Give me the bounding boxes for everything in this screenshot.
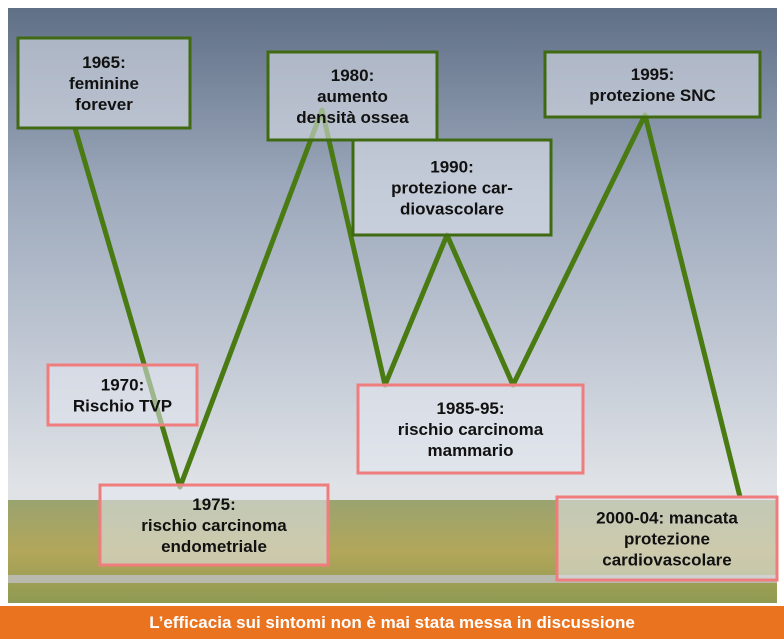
footer-band [0, 606, 784, 639]
box [16, 36, 192, 130]
box-label: mammario [428, 441, 514, 460]
box-label: 1975: [192, 495, 235, 514]
box-label: densità ossea [296, 108, 409, 127]
box-label: 1995: [631, 65, 674, 84]
box-label: 1985-95: [436, 399, 504, 418]
box-label: cardiovascolare [602, 551, 731, 570]
box [543, 50, 762, 119]
box [356, 383, 585, 475]
box [555, 495, 779, 582]
box-label: 1980: [331, 66, 374, 85]
zigzag-line [72, 107, 743, 498]
box-label: endometriale [161, 537, 267, 556]
box-label: 1990: [430, 158, 473, 177]
box-label: diovascolare [400, 200, 504, 219]
box-label: protezione car- [391, 179, 513, 198]
box-label: feminine [69, 74, 139, 93]
road [8, 575, 777, 583]
box [351, 138, 553, 237]
box-label: aumento [317, 87, 388, 106]
box-label: protezione SNC [589, 86, 716, 105]
box-label: forever [75, 95, 133, 114]
box-label: 1965: [82, 53, 125, 72]
box-label: 2000-04: mancata [596, 509, 738, 528]
box-label: rischio carcinoma [398, 420, 544, 439]
box [98, 483, 330, 567]
box [46, 363, 199, 427]
box-label: rischio carcinoma [141, 516, 287, 535]
box-label: 1970: [101, 376, 144, 395]
footer-text: L’efficacia sui sintomi non è mai stata … [149, 613, 635, 632]
box-label: protezione [624, 530, 710, 549]
box-label: Rischio TVP [73, 397, 172, 416]
